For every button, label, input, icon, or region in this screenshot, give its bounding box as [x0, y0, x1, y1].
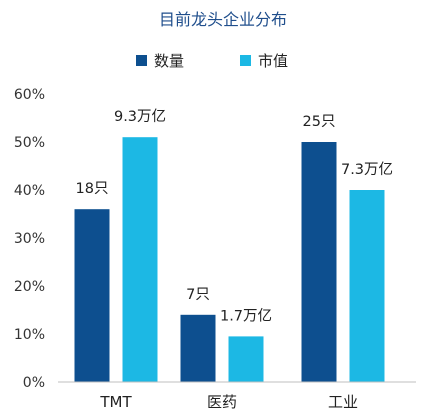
x-category-label: 医药 [207, 393, 237, 411]
bar-工业-数量 [301, 142, 337, 382]
data-label: 7.3万亿 [341, 161, 393, 178]
legend-swatch-series-0 [136, 55, 147, 66]
bar-医药-市值 [228, 336, 264, 382]
x-axis: TMT 医药 工业 [58, 381, 416, 411]
y-axis: 0% 10% 20% 30% 40% 50% 60% [14, 87, 45, 391]
legend-label-series-0: 数量 [154, 52, 184, 70]
y-tick-label: 60% [14, 87, 45, 103]
legend-label-series-1: 市值 [258, 52, 288, 70]
data-labels: 18只 9.3万亿 7只 1.7万亿 25只 7.3万亿 [76, 108, 394, 324]
data-label: 7只 [186, 287, 210, 303]
bar-TMT-数量 [74, 209, 110, 382]
bar-TMT-市值 [122, 137, 158, 382]
bar-医药-数量 [180, 314, 216, 382]
data-label: 9.3万亿 [114, 108, 166, 125]
y-tick-label: 50% [14, 135, 45, 151]
data-label: 18只 [76, 181, 109, 197]
bar-工业-市值 [349, 190, 385, 382]
data-label: 1.7万亿 [220, 307, 272, 324]
y-tick-label: 20% [14, 279, 45, 295]
y-tick-label: 0% [23, 375, 45, 391]
x-category-label: 工业 [328, 393, 358, 411]
y-tick-label: 40% [14, 183, 45, 199]
bars [74, 137, 385, 382]
x-category-label: TMT [99, 393, 132, 411]
y-tick-label: 30% [14, 231, 45, 247]
chart-title: 目前龙头企业分布 [159, 10, 287, 29]
data-label: 25只 [303, 114, 336, 130]
y-tick-label: 10% [14, 327, 45, 343]
legend: 数量 市值 [136, 52, 288, 70]
legend-swatch-series-1 [240, 55, 251, 66]
